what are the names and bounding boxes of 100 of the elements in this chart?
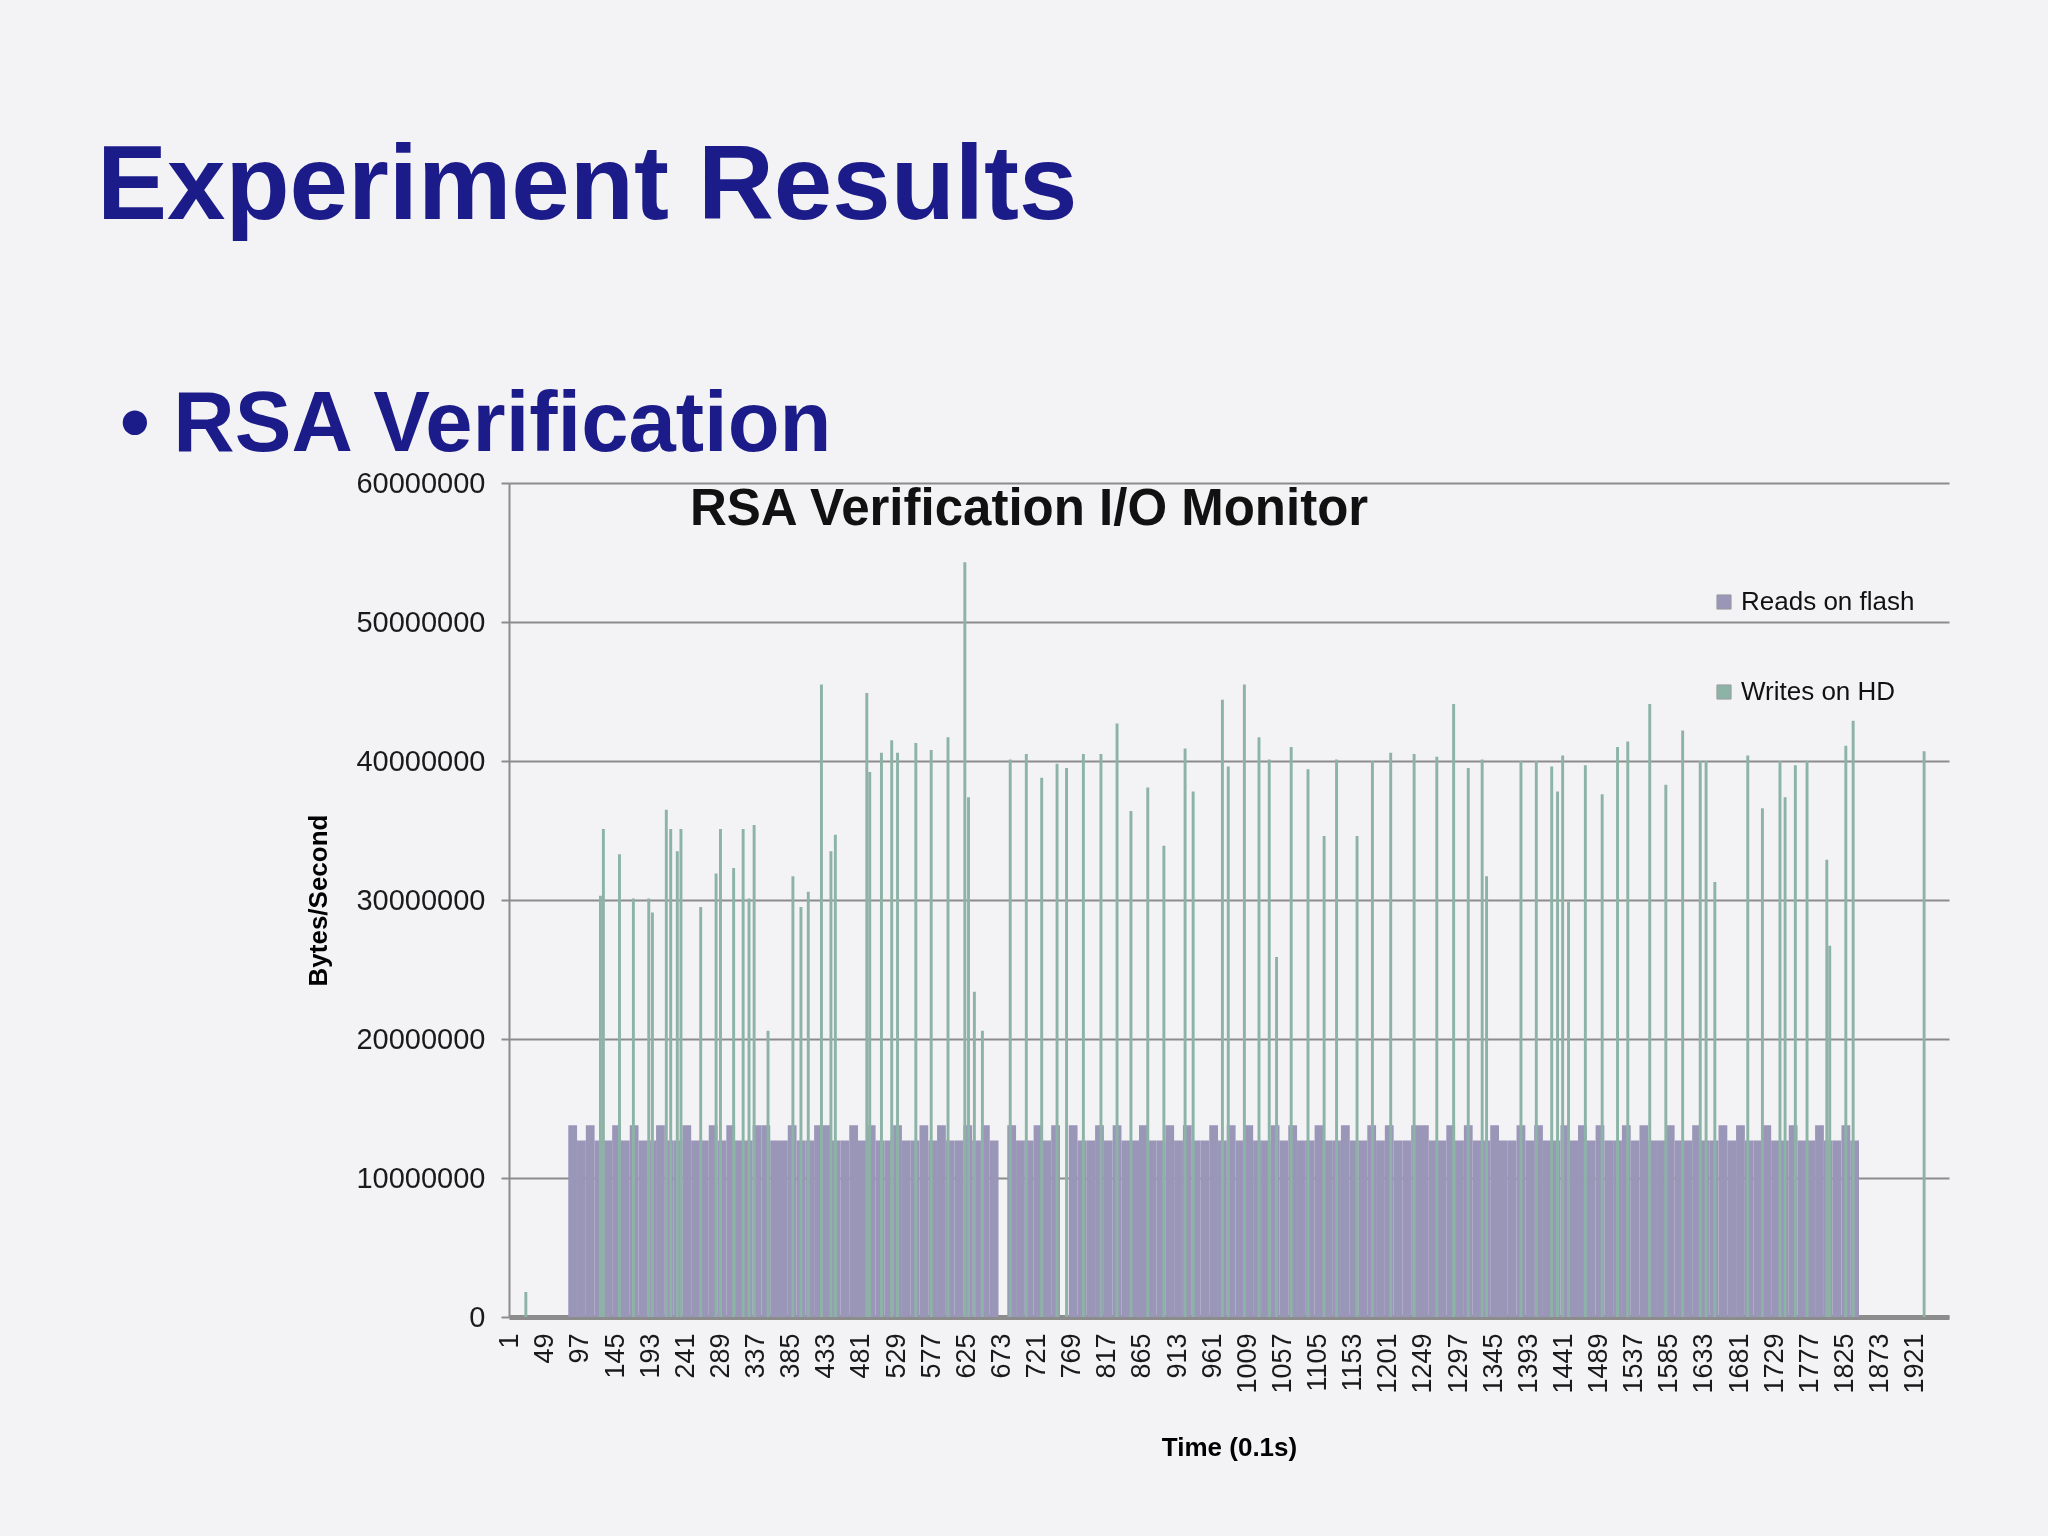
bar bbox=[1783, 797, 1787, 1317]
bar bbox=[1452, 704, 1456, 1317]
bar bbox=[1146, 787, 1150, 1317]
y-tick-label: 20000000 bbox=[356, 1022, 486, 1055]
bar bbox=[699, 906, 703, 1317]
y-tick-label: 0 bbox=[469, 1300, 486, 1333]
bar bbox=[1099, 754, 1103, 1317]
x-tick-label: 1489 bbox=[1583, 1333, 1614, 1394]
x-tick-label: 1729 bbox=[1758, 1333, 1789, 1394]
x-tick-label: 577 bbox=[915, 1333, 946, 1379]
bar bbox=[1065, 767, 1069, 1317]
bar bbox=[1183, 748, 1187, 1317]
text: • RSA Verification bbox=[120, 374, 832, 469]
chart-title: RSA Verification I/O Monitor bbox=[690, 479, 1369, 536]
x-tick-label: 673 bbox=[985, 1333, 1016, 1379]
bar bbox=[890, 740, 894, 1317]
y-tick-label: 60000000 bbox=[356, 466, 486, 499]
bar bbox=[1275, 956, 1279, 1317]
bar bbox=[1322, 836, 1326, 1317]
y-tick-label: 30000000 bbox=[356, 883, 486, 916]
bar bbox=[1616, 747, 1619, 1317]
x-tick-label: 1873 bbox=[1863, 1333, 1894, 1394]
bar bbox=[1626, 741, 1630, 1317]
x-tick-label: 1681 bbox=[1723, 1333, 1754, 1394]
x-tick-label: 481 bbox=[845, 1333, 876, 1379]
bar bbox=[524, 1291, 528, 1317]
bar bbox=[963, 562, 967, 1317]
bar bbox=[1191, 791, 1195, 1317]
bar bbox=[1746, 755, 1750, 1317]
bar bbox=[1760, 808, 1764, 1317]
bar bbox=[806, 891, 810, 1317]
bar bbox=[1583, 765, 1587, 1317]
y-tick-label: 40000000 bbox=[356, 744, 486, 777]
x-tick-label: 865 bbox=[1126, 1333, 1157, 1379]
y-tick-label: 10000000 bbox=[356, 1161, 486, 1194]
bar bbox=[1681, 730, 1685, 1317]
bar bbox=[1805, 761, 1809, 1317]
bar bbox=[1851, 720, 1855, 1317]
bar bbox=[896, 752, 899, 1317]
x-tick-label: 1633 bbox=[1688, 1333, 1719, 1394]
y-tick-label: 50000000 bbox=[356, 605, 486, 638]
legend-label: Reads on flash bbox=[1741, 586, 1915, 616]
bar bbox=[1412, 754, 1416, 1317]
x-tick-label: 1249 bbox=[1407, 1333, 1438, 1394]
x-tick-label: 529 bbox=[880, 1333, 911, 1379]
x-tick-label: 1153 bbox=[1337, 1333, 1368, 1392]
bar bbox=[1922, 751, 1926, 1317]
bar bbox=[1664, 784, 1668, 1317]
bar bbox=[1600, 794, 1604, 1317]
bar bbox=[1129, 811, 1133, 1317]
x-tick-label: 241 bbox=[669, 1333, 700, 1379]
bar bbox=[631, 898, 635, 1317]
x-tick-label: 625 bbox=[950, 1333, 981, 1379]
x-tick-label: 97 bbox=[564, 1333, 595, 1364]
bar bbox=[719, 829, 722, 1317]
text: Experiment Results bbox=[97, 124, 1078, 241]
bar bbox=[1289, 747, 1293, 1317]
bar bbox=[1550, 766, 1554, 1317]
bar bbox=[879, 752, 883, 1317]
bar bbox=[1844, 745, 1848, 1317]
bar bbox=[679, 829, 683, 1317]
x-tick-label: 1 bbox=[494, 1333, 525, 1349]
bar bbox=[601, 829, 605, 1317]
bar bbox=[1355, 836, 1359, 1317]
x-tick-label: 433 bbox=[810, 1333, 841, 1379]
bar bbox=[1115, 723, 1119, 1317]
bar bbox=[799, 906, 803, 1317]
x-tick-label: 1441 bbox=[1547, 1333, 1578, 1394]
bar bbox=[1435, 756, 1439, 1317]
bar bbox=[791, 876, 795, 1317]
x-tick-label: 193 bbox=[634, 1333, 665, 1379]
x-tick-label: 385 bbox=[775, 1333, 806, 1379]
x-tick-label: 1105 bbox=[1302, 1333, 1333, 1392]
x-tick-label: 961 bbox=[1196, 1333, 1227, 1379]
bar bbox=[914, 742, 918, 1317]
x-tick-label: 337 bbox=[740, 1333, 771, 1379]
bar bbox=[1480, 759, 1484, 1317]
x-tick-label: 1777 bbox=[1793, 1333, 1824, 1394]
x-tick-label: 769 bbox=[1056, 1333, 1087, 1379]
bar bbox=[1024, 754, 1028, 1317]
x-tick-label: 913 bbox=[1161, 1333, 1192, 1379]
x-tick-label: 1297 bbox=[1442, 1333, 1473, 1394]
bar bbox=[1220, 699, 1224, 1317]
bar bbox=[1008, 759, 1012, 1317]
bar bbox=[1561, 755, 1565, 1317]
bar bbox=[1081, 754, 1085, 1317]
bar bbox=[1519, 761, 1523, 1317]
x-tick-label: 1057 bbox=[1266, 1333, 1297, 1394]
x-axis-title: Time (0.1s) bbox=[1161, 1431, 1298, 1462]
x-tick-label: 289 bbox=[704, 1333, 735, 1379]
x-tick-label: 1009 bbox=[1231, 1333, 1262, 1394]
legend-label: Writes on HD bbox=[1741, 676, 1896, 706]
bar bbox=[1162, 845, 1166, 1317]
x-tick-label: 1921 bbox=[1899, 1333, 1930, 1394]
bar bbox=[1335, 759, 1339, 1317]
bar bbox=[1713, 881, 1717, 1317]
bar bbox=[1040, 777, 1044, 1317]
bar bbox=[819, 684, 823, 1317]
bar bbox=[1267, 759, 1271, 1317]
bar bbox=[741, 829, 745, 1317]
